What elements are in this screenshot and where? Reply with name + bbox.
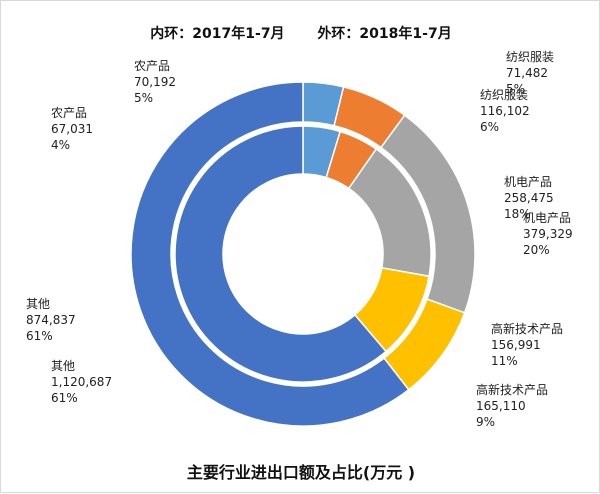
inner-label-textile-value: 71,482: [506, 66, 548, 80]
outer-label-agri-value: 70,192: [134, 75, 176, 89]
outer-label-other-value: 1,120,687: [51, 375, 112, 389]
outer-label-hightech: 高新技术产品 165,110 9%: [476, 382, 548, 429]
outer-label-agri: 农产品 70,192 5%: [134, 59, 176, 105]
outer-label-textile-percent: 6%: [480, 120, 499, 134]
outer-label-textile-value: 116,102: [480, 104, 530, 118]
outer-label-mech-value: 379,329: [523, 227, 573, 241]
outer-label-other-category: 其他: [51, 359, 75, 373]
outer-label-other-percent: 61%: [51, 391, 78, 405]
outer-label-hightech-percent: 9%: [476, 415, 495, 429]
inner-label-mech: 机电产品 258,475 18%: [504, 175, 554, 221]
inner-label-mech-value: 258,475: [504, 191, 554, 205]
outer-label-agri-category: 农产品: [134, 59, 170, 73]
inner-label-hightech-category: 高新技术产品: [491, 321, 563, 336]
inner-label-agri-percent: 4%: [51, 138, 70, 152]
outer-label-mech: 机电产品 379,329 20%: [523, 211, 573, 257]
chart-title: 主要行业进出口额及占比(万元 ): [186, 463, 416, 482]
inner-ring-slice-other: [174, 125, 388, 383]
inner-label-hightech: 高新技术产品 156,991 11%: [491, 321, 563, 368]
inner-label-agri-value: 67,031: [51, 122, 93, 136]
inner-label-other-percent: 61%: [26, 329, 53, 343]
inner-label-agri: 农产品 67,031 4%: [51, 106, 93, 152]
legend-inner-ring: 内环：2017年1-7月: [150, 26, 285, 42]
outer-label-agri-percent: 5%: [134, 91, 153, 105]
inner-label-other-category: 其他: [26, 297, 50, 311]
outer-label-textile-category: 纺织服装: [480, 88, 528, 102]
inner-label-agri-category: 农产品: [51, 106, 87, 120]
inner-label-textile-percent: 5%: [506, 82, 525, 96]
inner-label-hightech-percent: 11%: [491, 354, 518, 368]
inner-label-other: 其他 874,837 61%: [26, 297, 76, 343]
outer-label-textile: 纺织服装 116,102 6%: [480, 88, 530, 134]
legend-outer-ring: 外环：2018年1-7月: [317, 26, 452, 42]
outer-label-mech-percent: 20%: [523, 243, 550, 257]
chart-legend: 内环：2017年1-7月 外环：2018年1-7月: [1, 23, 600, 43]
inner-label-mech-category: 机电产品: [504, 175, 552, 189]
inner-label-textile: 纺织服装 71,482 5%: [506, 50, 554, 96]
inner-label-textile-category: 纺织服装: [506, 50, 554, 64]
outer-label-other: 其他 1,120,687 61%: [51, 359, 112, 405]
outer-label-hightech-value: 165,110: [476, 399, 526, 413]
outer-label-hightech-category: 高新技术产品: [476, 382, 548, 397]
inner-label-hightech-value: 156,991: [491, 338, 541, 352]
outer-label-mech-category: 机电产品: [523, 211, 571, 225]
outer-ring-slice-other: [130, 81, 410, 427]
inner-label-mech-percent: 18%: [504, 207, 531, 221]
inner-label-other-value: 874,837: [26, 313, 76, 327]
